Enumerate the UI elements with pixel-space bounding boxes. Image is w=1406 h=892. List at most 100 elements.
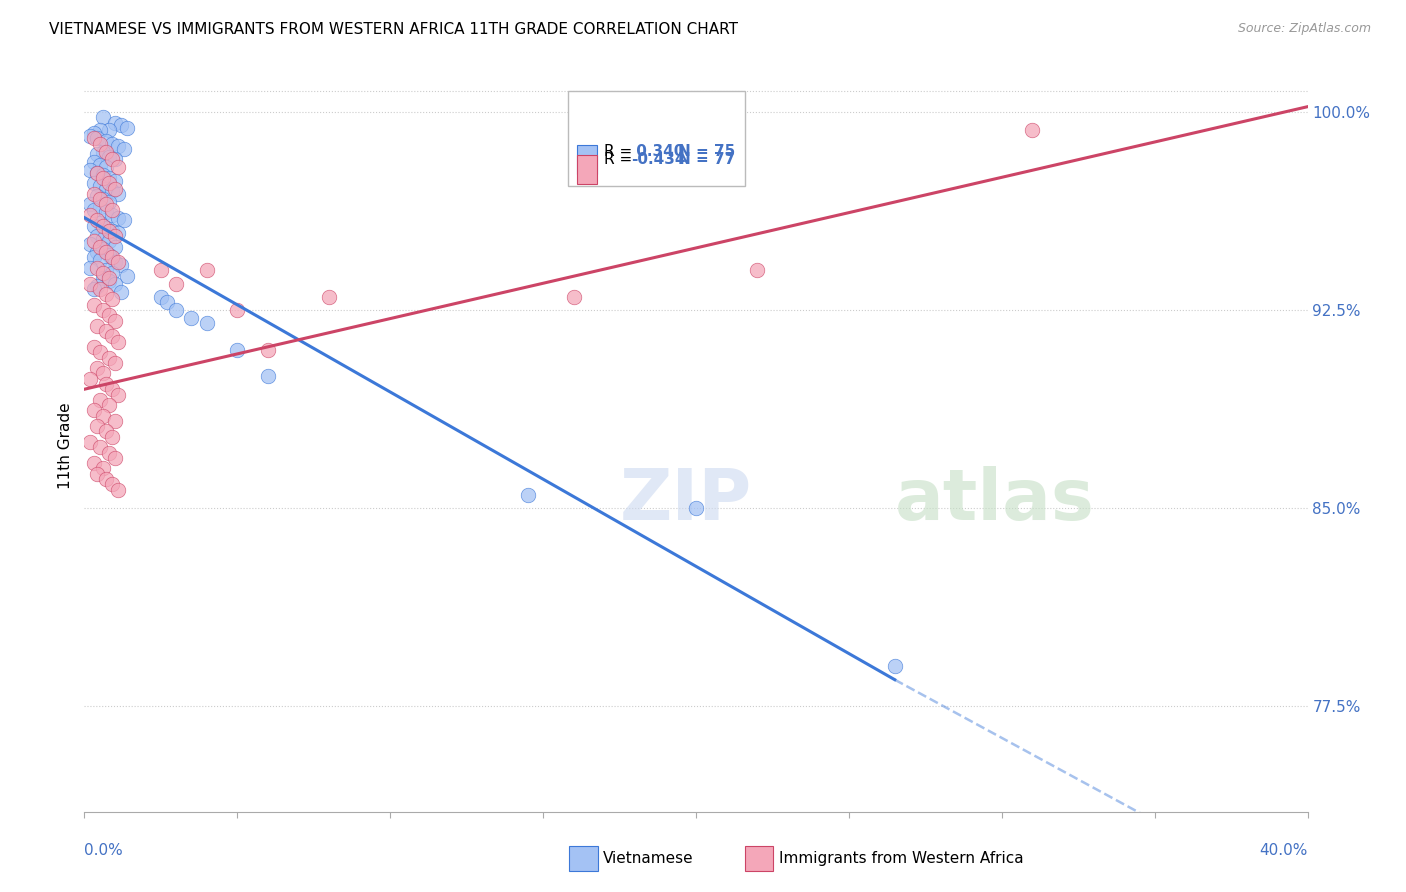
Point — [86, 166, 108, 180]
Text: N = 77: N = 77 — [678, 153, 735, 167]
Point — [89, 136, 111, 151]
Point — [195, 263, 218, 277]
Point — [89, 345, 111, 359]
Point — [91, 232, 114, 246]
Point — [89, 158, 111, 172]
Point — [101, 153, 124, 167]
Point — [83, 235, 105, 249]
Point — [104, 277, 127, 291]
FancyBboxPatch shape — [568, 91, 745, 186]
Point — [115, 120, 138, 135]
Point — [104, 153, 127, 167]
Point — [83, 298, 105, 312]
Point — [91, 171, 114, 186]
Point — [97, 123, 120, 137]
Point — [83, 250, 105, 264]
Point — [104, 356, 127, 370]
Point — [101, 430, 124, 444]
Point — [94, 263, 117, 277]
Point — [86, 419, 108, 434]
Point — [101, 250, 124, 264]
Text: Source: ZipAtlas.com: Source: ZipAtlas.com — [1237, 22, 1371, 36]
Point — [97, 150, 120, 164]
Point — [115, 268, 138, 283]
Point — [97, 351, 120, 365]
Point — [89, 200, 111, 214]
Point — [94, 324, 117, 338]
Point — [107, 387, 129, 401]
Point — [94, 181, 117, 195]
Point — [94, 221, 117, 235]
Bar — [745, 846, 773, 871]
Point — [86, 361, 108, 376]
Point — [79, 372, 101, 386]
Point — [94, 472, 117, 486]
Point — [107, 334, 129, 349]
Point — [83, 126, 105, 140]
Point — [104, 313, 127, 327]
Text: 0.0%: 0.0% — [84, 844, 124, 858]
Point — [86, 244, 108, 259]
Point — [104, 239, 127, 253]
Point — [91, 145, 114, 159]
Point — [83, 219, 105, 233]
Point — [165, 277, 187, 291]
Point — [91, 169, 114, 183]
Point — [86, 467, 108, 481]
Text: R =: R = — [605, 144, 637, 159]
Point — [94, 197, 117, 211]
Point — [101, 136, 124, 151]
Point — [79, 197, 101, 211]
Point — [91, 271, 114, 285]
Point — [83, 155, 105, 169]
Point — [104, 173, 127, 187]
Point — [94, 425, 117, 439]
Point — [685, 501, 707, 516]
Point — [195, 316, 218, 330]
Bar — [578, 145, 598, 174]
Point — [107, 186, 129, 201]
Text: -0.434: -0.434 — [631, 153, 686, 167]
Bar — [578, 154, 598, 184]
Point — [180, 310, 202, 325]
Point — [257, 343, 280, 357]
Point — [79, 237, 101, 252]
Point — [94, 244, 117, 259]
Point — [79, 163, 101, 178]
Point — [747, 263, 769, 277]
Point — [104, 181, 127, 195]
Point — [1021, 123, 1043, 137]
Point — [104, 229, 127, 244]
Point — [104, 255, 127, 269]
Point — [89, 178, 111, 193]
Point — [79, 435, 101, 450]
Point — [97, 398, 120, 412]
Point — [86, 189, 108, 203]
Point — [104, 450, 127, 465]
Point — [97, 235, 120, 249]
Point — [86, 260, 108, 275]
Point — [110, 258, 132, 272]
Point — [86, 279, 108, 293]
Point — [94, 205, 117, 219]
Point — [107, 255, 129, 269]
Text: ZIP: ZIP — [620, 466, 752, 534]
Point — [91, 219, 114, 233]
Text: 0.340: 0.340 — [631, 144, 685, 159]
Point — [86, 229, 108, 244]
Point — [83, 282, 105, 296]
Point — [516, 488, 538, 502]
Point — [83, 131, 105, 145]
Point — [89, 123, 111, 137]
Point — [83, 176, 105, 190]
Point — [107, 139, 129, 153]
Point — [101, 329, 124, 343]
Point — [86, 166, 108, 180]
Point — [86, 131, 108, 145]
Point — [104, 414, 127, 428]
Point — [86, 213, 108, 227]
Point — [91, 367, 114, 381]
Point — [101, 477, 124, 491]
Point — [79, 260, 101, 275]
Point — [101, 184, 124, 198]
